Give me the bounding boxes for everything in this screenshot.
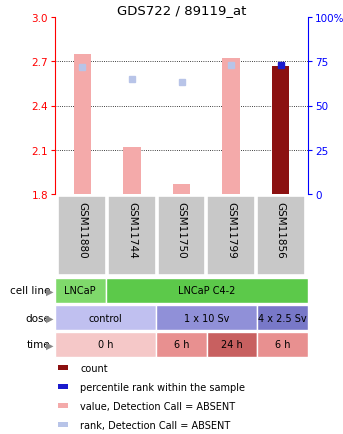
Bar xyxy=(58,422,68,427)
Text: 1 x 10 Sv: 1 x 10 Sv xyxy=(184,313,229,323)
Text: 6 h: 6 h xyxy=(275,340,291,350)
Text: LNCaP C4-2: LNCaP C4-2 xyxy=(178,286,236,296)
Text: dose: dose xyxy=(25,313,50,323)
Text: LNCaP: LNCaP xyxy=(64,286,96,296)
Text: GSM11744: GSM11744 xyxy=(127,201,137,258)
Bar xyxy=(257,196,305,276)
Bar xyxy=(156,305,257,331)
Text: count: count xyxy=(80,363,108,373)
Bar xyxy=(257,332,308,358)
Bar xyxy=(58,403,68,408)
Bar xyxy=(207,332,257,358)
Bar xyxy=(58,385,68,389)
Text: ▶: ▶ xyxy=(46,313,53,323)
Bar xyxy=(55,305,156,331)
Bar xyxy=(222,59,240,194)
Text: cell line: cell line xyxy=(10,286,50,296)
Bar xyxy=(257,305,308,331)
Text: 4 x 2.5 Sv: 4 x 2.5 Sv xyxy=(258,313,307,323)
Text: ▶: ▶ xyxy=(46,286,53,296)
Text: GSM11856: GSM11856 xyxy=(276,201,286,258)
Text: 6 h: 6 h xyxy=(174,340,189,350)
Text: GSM11880: GSM11880 xyxy=(77,201,87,258)
Bar xyxy=(55,332,156,358)
Text: GSM11799: GSM11799 xyxy=(226,201,236,258)
Bar xyxy=(272,66,289,194)
Text: 24 h: 24 h xyxy=(221,340,243,350)
Bar xyxy=(74,55,91,194)
Bar xyxy=(207,196,255,276)
Text: 0 h: 0 h xyxy=(98,340,113,350)
Text: ▶: ▶ xyxy=(46,340,53,350)
Bar xyxy=(106,278,308,304)
Title: GDS722 / 89119_at: GDS722 / 89119_at xyxy=(117,4,246,17)
Text: GSM11750: GSM11750 xyxy=(177,201,187,258)
Text: rank, Detection Call = ABSENT: rank, Detection Call = ABSENT xyxy=(80,420,230,430)
Bar xyxy=(58,196,106,276)
Bar xyxy=(158,196,205,276)
Bar xyxy=(123,148,141,194)
Text: value, Detection Call = ABSENT: value, Detection Call = ABSENT xyxy=(80,401,235,411)
Bar xyxy=(58,365,68,370)
Bar xyxy=(173,184,190,194)
Text: control: control xyxy=(89,313,122,323)
Bar xyxy=(156,332,207,358)
Bar xyxy=(55,278,106,304)
Text: time: time xyxy=(26,340,50,350)
Text: percentile rank within the sample: percentile rank within the sample xyxy=(80,381,245,391)
Bar xyxy=(108,196,156,276)
